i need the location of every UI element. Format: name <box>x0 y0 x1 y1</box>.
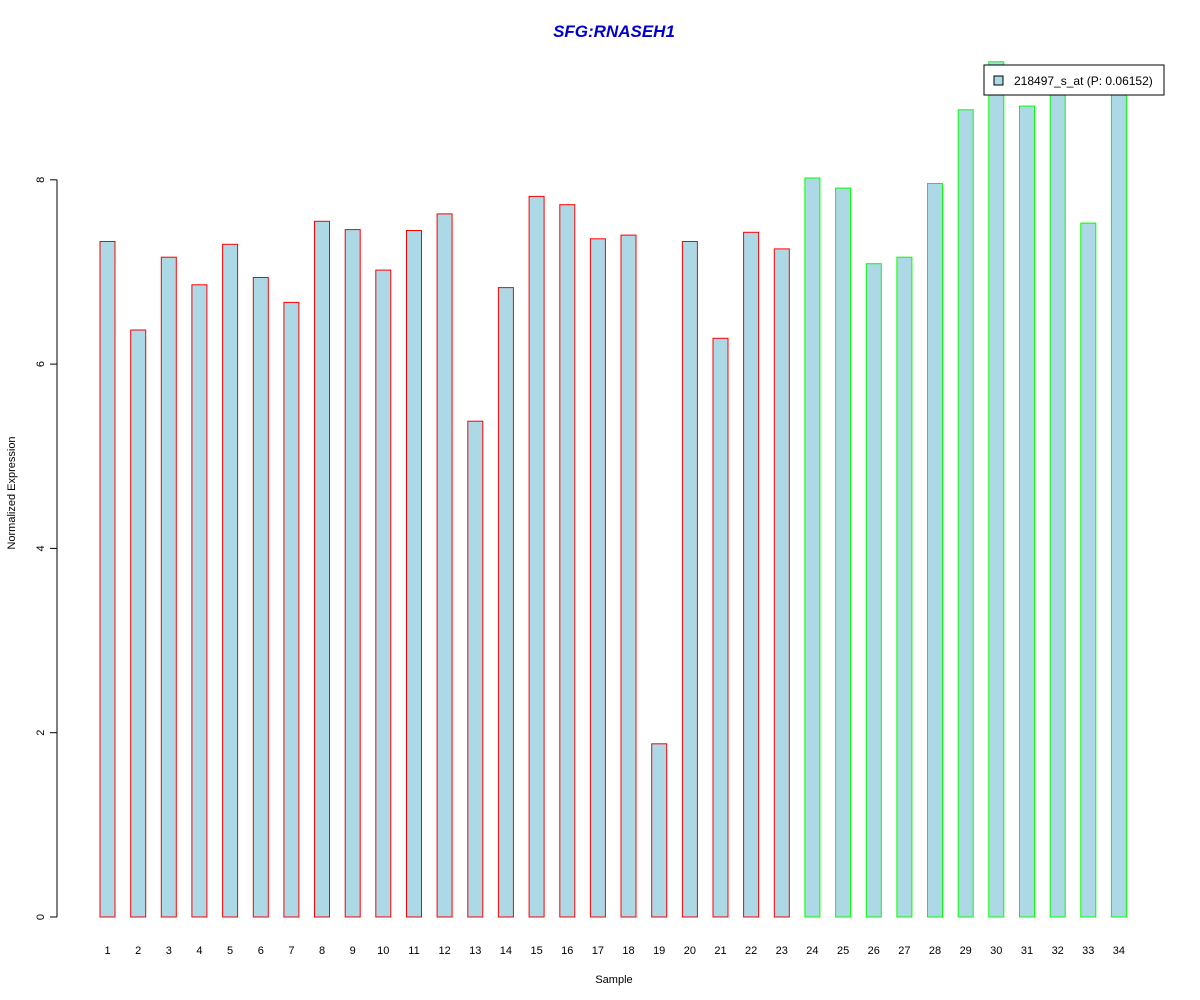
bar-sample-22 <box>743 231 760 918</box>
x-tick-label: 19 <box>653 945 665 957</box>
bar-sample-27 <box>896 256 913 918</box>
bar-sample-31 <box>1019 105 1035 918</box>
bar-sample-5 <box>222 243 239 918</box>
x-tick-label: 23 <box>776 945 788 957</box>
bar-sample-20 <box>681 241 698 918</box>
bar-sample-1 <box>99 241 116 918</box>
bar-sample-26 <box>865 263 882 918</box>
x-tick-label: 7 <box>288 945 294 957</box>
bar-sample-21 <box>712 337 729 918</box>
x-tick-label: 15 <box>530 945 542 957</box>
bar-sample-6 <box>252 277 269 918</box>
x-tick-label: 18 <box>622 945 634 957</box>
bar-sample-8 <box>314 220 330 918</box>
x-tick-label: 29 <box>960 945 972 957</box>
x-tick-label: 5 <box>227 945 233 957</box>
x-axis-label: Sample <box>595 974 632 986</box>
bar-sample-28 <box>927 183 943 918</box>
x-tick-label: 28 <box>929 945 941 957</box>
x-tick-label: 14 <box>500 945 512 957</box>
x-tick-label: 4 <box>196 945 202 957</box>
bar-sample-24 <box>804 177 821 918</box>
bar-sample-15 <box>528 195 545 918</box>
bar-sample-14 <box>497 287 514 918</box>
x-tick-label: 22 <box>745 945 757 957</box>
y-tick-label: 0 <box>35 914 47 920</box>
bar-sample-11 <box>406 230 422 918</box>
chart-title: SFG:RNASEH1 <box>553 22 675 41</box>
y-tick-label: 6 <box>35 361 47 367</box>
x-tick-label: 32 <box>1052 945 1064 957</box>
bar-sample-3 <box>160 256 177 918</box>
x-tick-label: 30 <box>990 945 1002 957</box>
x-tick-label: 17 <box>592 945 604 957</box>
x-tick-label: 24 <box>806 945 818 957</box>
y-tick-label: 2 <box>35 730 47 736</box>
x-tick-label: 16 <box>561 945 573 957</box>
bar-sample-13 <box>467 420 484 918</box>
y-tick-label: 8 <box>35 177 47 183</box>
bar-sample-18 <box>620 234 637 918</box>
bar-sample-17 <box>589 238 606 918</box>
x-tick-label: 8 <box>319 945 325 957</box>
bar-sample-10 <box>375 269 392 918</box>
x-tick-label: 13 <box>469 945 481 957</box>
bar-sample-34 <box>1110 89 1127 918</box>
y-tick-label: 4 <box>35 545 47 551</box>
y-axis-label: Normalized Expression <box>6 436 18 549</box>
bar-sample-33 <box>1080 222 1097 918</box>
x-tick-label: 3 <box>166 945 172 957</box>
bar-sample-12 <box>436 213 453 918</box>
bar-series <box>99 61 1127 918</box>
bar-sample-9 <box>344 229 361 918</box>
legend-box <box>983 64 1165 96</box>
x-tick-label: 34 <box>1113 945 1125 957</box>
x-tick-label: 2 <box>135 945 141 957</box>
x-tick-label: 9 <box>350 945 356 957</box>
bar-sample-29 <box>957 109 974 918</box>
x-tick-label: 11 <box>408 945 419 957</box>
x-tick-label: 6 <box>258 945 264 957</box>
bar-sample-16 <box>559 204 576 918</box>
x-axis: 1 2 3 4 5 6 7 8 9 10 11 12 13 14 15 16 17 18 19 20 21 22 23 24 2… <box>104 945 1125 957</box>
x-tick-label: 27 <box>898 945 910 957</box>
legend-swatch <box>993 75 1004 86</box>
x-tick-label: 31 <box>1021 945 1033 957</box>
bar-sample-25 <box>835 187 852 918</box>
bar-sample-4 <box>191 284 208 918</box>
y-axis: 0 2 4 6 8 <box>35 177 58 920</box>
x-tick-label: 21 <box>714 945 726 957</box>
x-tick-label: 25 <box>837 945 849 957</box>
x-tick-label: 10 <box>377 945 389 957</box>
bar-sample-2 <box>130 329 147 918</box>
bar-sample-32 <box>1049 87 1066 918</box>
legend-label: 218497_s_at (P: 0.06152) <box>1014 74 1153 88</box>
bar-sample-19 <box>651 743 668 918</box>
x-tick-label: 33 <box>1082 945 1094 957</box>
legend: 218497_s_at (P: 0.06152) <box>983 64 1165 96</box>
x-tick-label: 26 <box>868 945 880 957</box>
x-tick-label: 1 <box>104 945 110 957</box>
bar-sample-7 <box>283 301 300 918</box>
bar-sample-30 <box>988 61 1005 918</box>
x-tick-label: 12 <box>438 945 450 957</box>
x-tick-label: 20 <box>684 945 696 957</box>
bar-sample-23 <box>773 248 790 918</box>
